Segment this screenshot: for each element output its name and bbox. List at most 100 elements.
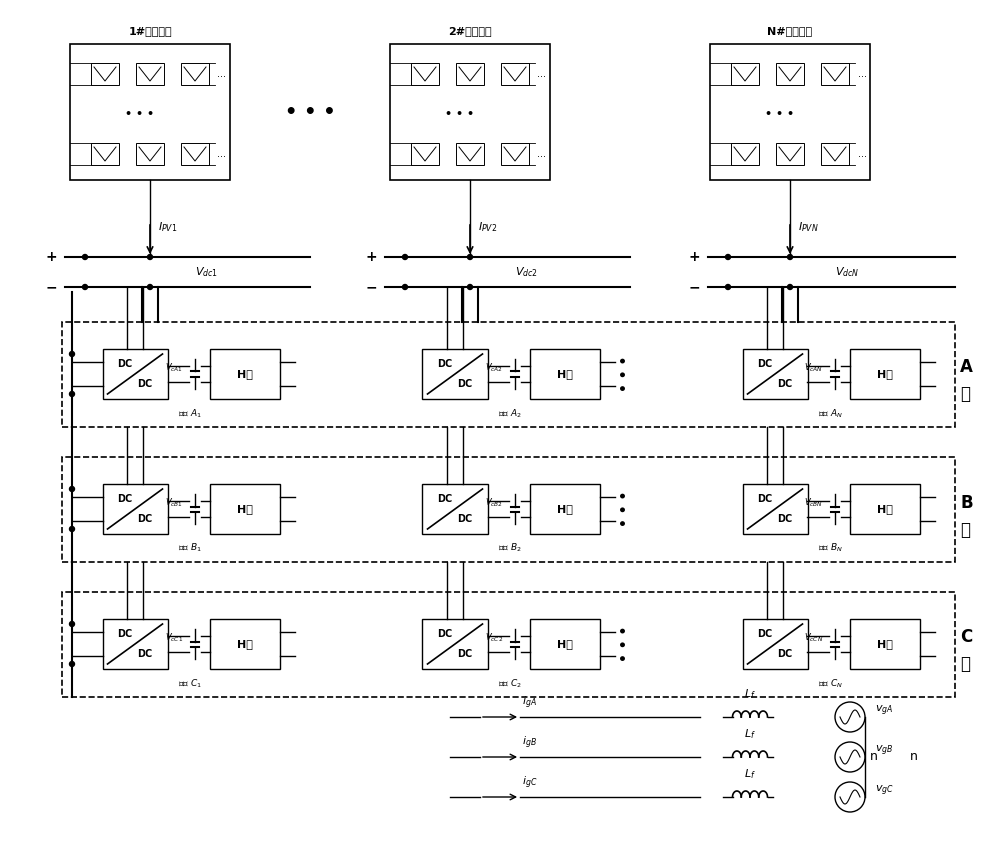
Text: DC: DC — [777, 514, 793, 524]
Bar — [210, 619, 280, 669]
Text: n: n — [870, 751, 878, 763]
Text: $V_{dcN}$: $V_{dcN}$ — [835, 265, 859, 279]
Circle shape — [70, 486, 74, 492]
Text: N#光伏阵列: N#光伏阵列 — [767, 26, 813, 37]
Text: ...: ... — [217, 149, 226, 159]
Bar — [422, 349, 488, 399]
Text: H桥: H桥 — [557, 369, 573, 379]
Bar — [850, 349, 920, 399]
Bar — [136, 143, 164, 165]
Text: H桥: H桥 — [557, 639, 573, 649]
Text: $L_f$: $L_f$ — [744, 728, 756, 741]
Text: $i_{gA}$: $i_{gA}$ — [522, 694, 537, 711]
Text: H桥: H桥 — [877, 369, 893, 379]
Text: DC: DC — [137, 649, 153, 659]
Bar — [850, 619, 920, 669]
Bar — [422, 619, 488, 669]
Circle shape — [788, 255, 792, 260]
Text: DC: DC — [777, 649, 793, 659]
Text: • • •: • • • — [285, 102, 335, 122]
Text: H桥: H桥 — [557, 504, 573, 514]
Text: $V_{cA1}$: $V_{cA1}$ — [165, 362, 183, 374]
Text: $v_{gA}$: $v_{gA}$ — [875, 704, 893, 718]
Text: 模块 $C_N$: 模块 $C_N$ — [818, 677, 842, 689]
Bar — [411, 143, 439, 165]
Text: DC: DC — [137, 514, 153, 524]
Bar — [776, 63, 804, 85]
Circle shape — [70, 527, 74, 532]
Circle shape — [402, 285, 408, 290]
Text: $V_{dc2}$: $V_{dc2}$ — [515, 265, 538, 279]
Bar — [210, 484, 280, 534]
Text: • • •: • • • — [765, 109, 795, 119]
Circle shape — [835, 742, 865, 772]
Bar — [731, 143, 759, 165]
Circle shape — [70, 621, 74, 626]
Bar — [742, 484, 808, 534]
Bar — [850, 484, 920, 534]
Text: $V_{cB2}$: $V_{cB2}$ — [485, 497, 503, 509]
Bar — [742, 349, 808, 399]
Text: H桥: H桥 — [237, 504, 253, 514]
Text: 模块 $A_N$: 模块 $A_N$ — [818, 407, 842, 419]
Text: +: + — [45, 250, 57, 264]
Circle shape — [148, 285, 152, 290]
Bar — [530, 484, 600, 534]
Text: $v_{gC}$: $v_{gC}$ — [875, 784, 894, 798]
Circle shape — [70, 392, 74, 396]
Text: DC: DC — [757, 629, 773, 639]
Text: 模块 $A_1$: 模块 $A_1$ — [178, 407, 202, 419]
Text: DC: DC — [117, 494, 133, 504]
Circle shape — [148, 255, 152, 260]
Text: DC: DC — [437, 494, 453, 504]
Text: $V_{cAN}$: $V_{cAN}$ — [804, 362, 823, 374]
Text: A: A — [960, 359, 973, 377]
Text: DC: DC — [117, 359, 133, 369]
Text: $V_{cC2}$: $V_{cC2}$ — [485, 631, 503, 644]
Circle shape — [468, 285, 473, 290]
Bar — [62, 592, 955, 697]
Text: −: − — [45, 280, 57, 294]
Circle shape — [835, 702, 865, 732]
Text: $v_{gB}$: $v_{gB}$ — [875, 744, 893, 758]
Circle shape — [70, 661, 74, 666]
Text: $I_{PVN}$: $I_{PVN}$ — [798, 220, 819, 234]
Text: H桥: H桥 — [877, 504, 893, 514]
Bar — [530, 349, 600, 399]
Text: n: n — [910, 751, 918, 763]
Bar — [731, 63, 759, 85]
Text: $L_f$: $L_f$ — [744, 688, 756, 701]
Text: $V_{cCN}$: $V_{cCN}$ — [804, 631, 823, 644]
Text: −: − — [365, 280, 377, 294]
Text: ...: ... — [858, 149, 867, 159]
Text: • • •: • • • — [618, 626, 632, 662]
Bar — [710, 44, 870, 180]
Bar — [390, 44, 550, 180]
Circle shape — [83, 255, 88, 260]
Text: • • •: • • • — [618, 356, 632, 392]
Bar — [103, 619, 168, 669]
Bar — [821, 63, 849, 85]
Circle shape — [788, 285, 792, 290]
Text: 模块 $B_1$: 模块 $B_1$ — [178, 542, 202, 555]
Text: ...: ... — [538, 69, 546, 79]
Text: • • •: • • • — [618, 491, 632, 527]
Text: H桥: H桥 — [237, 639, 253, 649]
Text: $I_{PV1}$: $I_{PV1}$ — [158, 220, 178, 234]
Text: 模块 $C_1$: 模块 $C_1$ — [178, 677, 202, 689]
Bar — [70, 44, 230, 180]
Text: $V_{cBN}$: $V_{cBN}$ — [804, 497, 823, 509]
Text: ...: ... — [217, 69, 226, 79]
Bar — [136, 63, 164, 85]
Bar — [776, 143, 804, 165]
Text: +: + — [688, 250, 700, 264]
Circle shape — [83, 285, 88, 290]
Text: $I_{PV2}$: $I_{PV2}$ — [478, 220, 497, 234]
Text: DC: DC — [777, 379, 793, 389]
Bar — [103, 349, 168, 399]
Bar — [91, 63, 119, 85]
Bar — [821, 143, 849, 165]
Bar — [181, 143, 209, 165]
Bar — [456, 63, 484, 85]
Text: DC: DC — [137, 379, 153, 389]
